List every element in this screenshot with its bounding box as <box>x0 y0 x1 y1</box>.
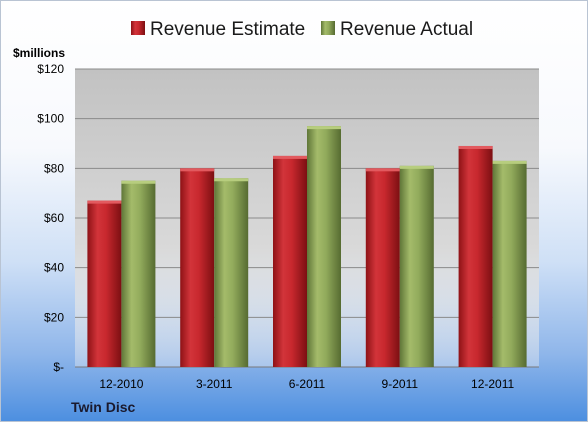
y-tick-label: $60 <box>44 211 64 225</box>
bar-estimate-3-2011 <box>180 168 215 367</box>
y-tick-label: $100 <box>37 112 64 126</box>
legend-swatch-actual <box>321 21 335 35</box>
x-tick-label: 9-2011 <box>382 377 419 391</box>
bar-actual-9-2011 <box>399 165 434 367</box>
legend-swatch-estimate <box>131 21 145 35</box>
bar-actual-top-9-2011 <box>399 165 434 169</box>
bar-actual-12-2010 <box>121 180 156 367</box>
bar-estimate-12-2010 <box>87 200 122 367</box>
bar-actual-3-2011 <box>214 178 249 367</box>
bar-estimate-12-2011 <box>458 145 493 367</box>
bar-actual-top-6-2011 <box>307 126 341 130</box>
bar-estimate-top-12-2011 <box>458 145 493 149</box>
bar-actual-top-12-2010 <box>121 180 156 184</box>
bar-estimate-top-3-2011 <box>180 168 215 172</box>
company-name: Twin Disc <box>71 399 136 415</box>
bar-estimate-top-12-2010 <box>87 200 122 204</box>
bar-estimate-top-9-2011 <box>365 168 400 172</box>
x-tick-label: 6-2011 <box>289 377 326 391</box>
y-axis-unit-label: $millions <box>13 46 65 60</box>
x-tick-label: 12-2011 <box>471 377 514 391</box>
x-tick-label: 12-2010 <box>99 377 143 391</box>
bar-estimate-top-6-2011 <box>273 155 307 159</box>
y-tick-label: $40 <box>44 261 64 275</box>
x-tick-label: 3-2011 <box>196 377 233 391</box>
y-tick-label: $80 <box>44 161 64 175</box>
bar-actual-top-3-2011 <box>214 178 249 182</box>
legend-label-estimate: Revenue Estimate <box>150 19 305 40</box>
bar-actual-12-2011 <box>492 160 527 367</box>
bar-actual-top-12-2011 <box>492 160 527 164</box>
legend-label-actual: Revenue Actual <box>340 19 473 40</box>
bar-estimate-9-2011 <box>365 168 400 367</box>
bar-estimate-6-2011 <box>273 155 307 367</box>
y-tick-label: $20 <box>44 310 64 324</box>
y-tick-label: $120 <box>37 62 64 76</box>
y-tick-label: $- <box>53 360 64 374</box>
bar-actual-6-2011 <box>307 126 341 367</box>
